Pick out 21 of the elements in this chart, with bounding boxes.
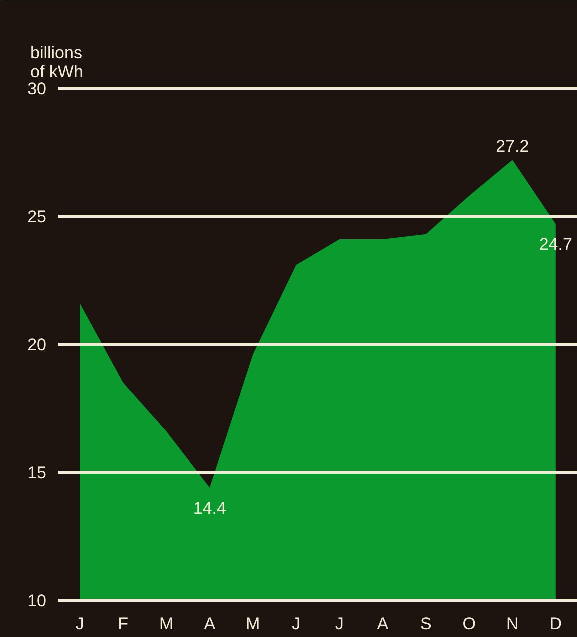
x-tick-label: J <box>292 614 301 634</box>
x-tick-label: F <box>118 614 129 634</box>
x-tick-label: D <box>550 614 562 634</box>
annotation: 24.7 <box>539 235 572 254</box>
y-tick-label: 10 <box>28 592 47 610</box>
y-tick-label: 15 <box>28 464 47 482</box>
annotation: 14.4 <box>193 498 226 518</box>
x-tick-label: N <box>506 614 519 634</box>
x-tick-label: A <box>204 614 216 634</box>
x-tick-label: J <box>76 614 84 634</box>
x-tick-label: M <box>160 614 174 634</box>
y-axis-title: billions of kWh <box>30 44 84 82</box>
y-tick-label: 20 <box>28 336 47 354</box>
annotation: 27.2 <box>496 137 530 156</box>
x-tick-label: O <box>462 614 476 634</box>
y-tick-label: 25 <box>28 208 47 226</box>
x-tick-label: S <box>420 614 432 634</box>
x-tick-label: M <box>246 614 260 634</box>
y-tick-label: 30 <box>28 80 47 98</box>
x-tick-label: A <box>377 614 390 634</box>
x-tick-label: J <box>335 614 344 634</box>
